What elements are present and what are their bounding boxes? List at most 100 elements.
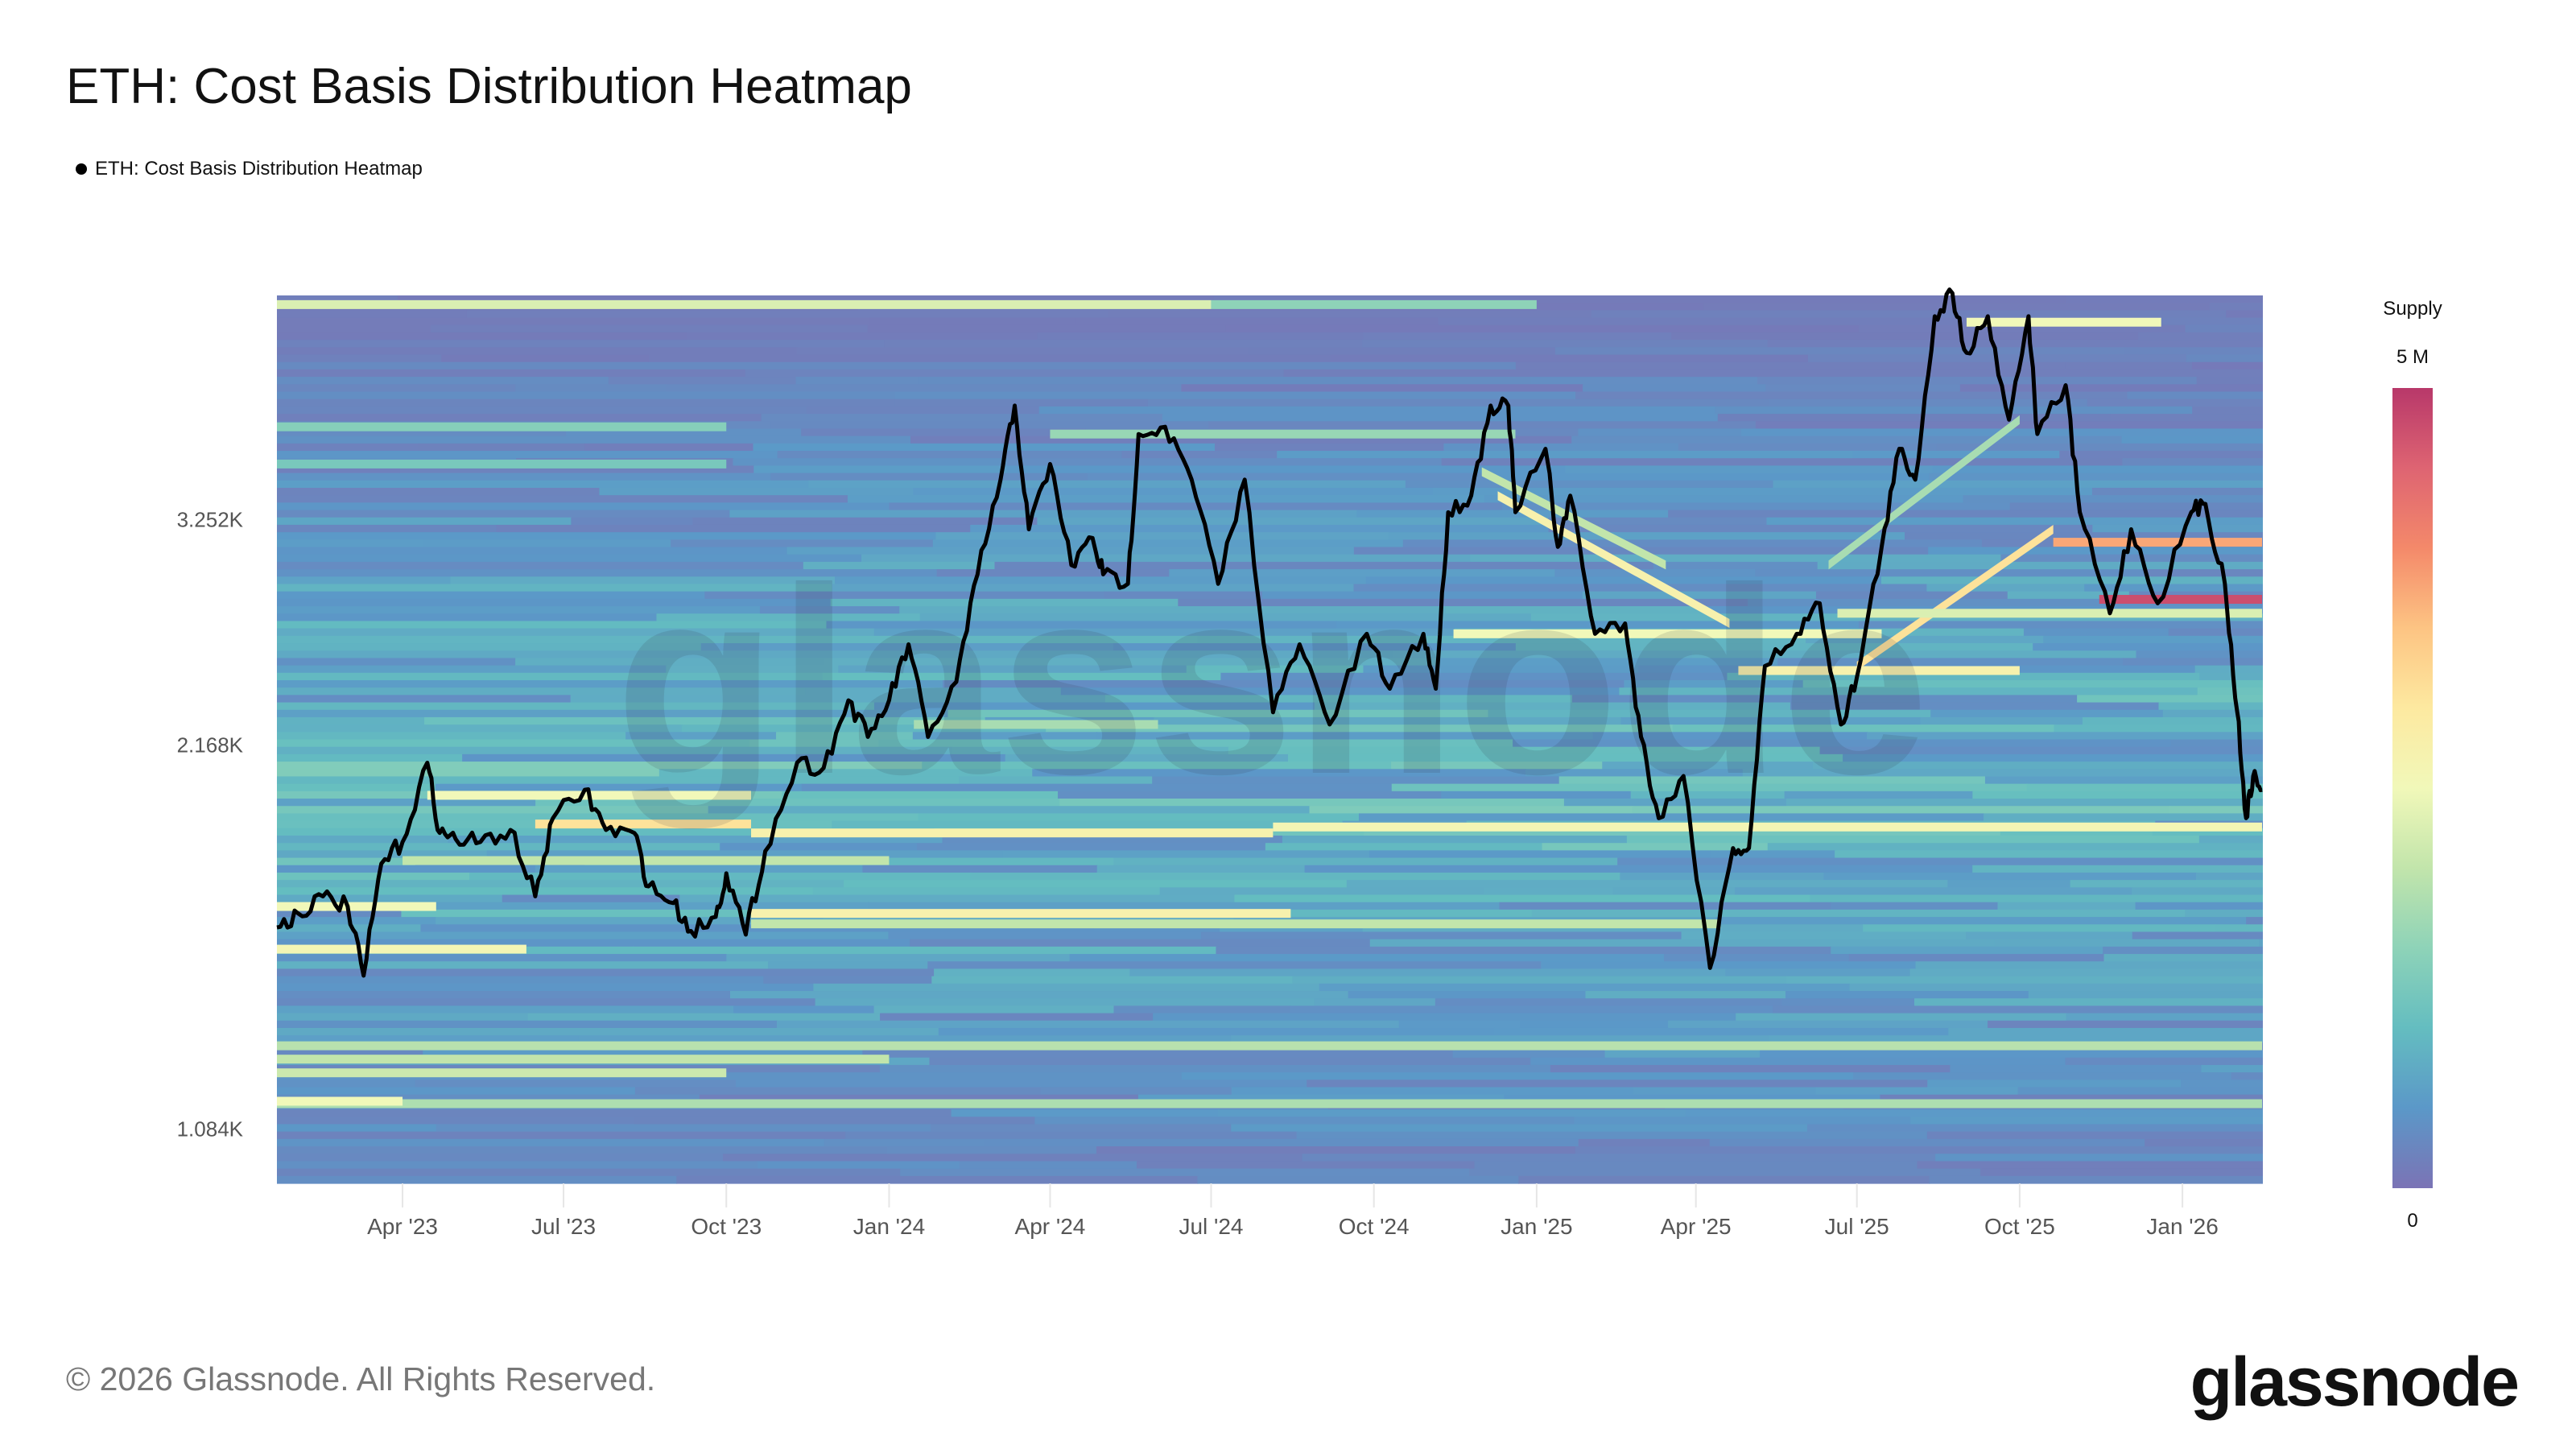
heatmap-cell <box>2103 954 2263 962</box>
heatmap-cell <box>1314 998 1436 1006</box>
heatmap-cell <box>277 1109 952 1117</box>
heatmap-band <box>1966 317 2161 327</box>
heatmap-cell <box>277 517 572 526</box>
heatmap-cell <box>832 820 1344 829</box>
heatmap-cell <box>515 658 825 667</box>
heatmap-cell <box>2201 1064 2263 1073</box>
heatmap-cell <box>1630 791 1785 799</box>
heatmap-cell <box>1277 451 1854 459</box>
heatmap-cell <box>1096 1146 1576 1154</box>
heatmap-cell <box>1604 1050 1761 1059</box>
heatmap-cell <box>570 695 1107 704</box>
x-tick-label: Oct '23 <box>691 1214 762 1239</box>
heatmap-cell <box>1470 554 2002 563</box>
heatmap-cell <box>1791 369 2263 378</box>
heatmap-cell <box>277 473 772 481</box>
heatmap-cell <box>656 613 921 622</box>
heatmap-cell <box>2103 946 2263 955</box>
heatmap-cell <box>889 502 1504 511</box>
heatmap-cell <box>910 939 1371 947</box>
heatmap-cell <box>277 769 660 778</box>
heatmap-cell <box>277 591 706 600</box>
heatmap-cell <box>277 1117 635 1125</box>
legend-marker-icon <box>76 163 87 175</box>
heatmap-cell <box>970 872 1621 881</box>
x-tick-label: Jul '24 <box>1179 1214 1244 1239</box>
heatmap-cell <box>277 1050 424 1059</box>
heatmap-cell <box>2158 702 2263 711</box>
heatmap-cell <box>927 961 1542 970</box>
heatmap-cell <box>910 436 1573 444</box>
heatmap-cell <box>2194 665 2263 674</box>
heatmap-cell <box>1914 998 2263 1006</box>
heatmap-cell <box>1768 398 2088 407</box>
heatmap-cell <box>277 813 919 822</box>
heatmap-cell <box>1314 702 1791 711</box>
heatmap-cell <box>1571 695 2079 704</box>
heatmap-cell <box>1620 716 1922 725</box>
x-tick-label: Oct '24 <box>1338 1214 1410 1239</box>
heatmap-cell <box>277 709 949 718</box>
heatmap-cell <box>1575 391 2128 400</box>
heatmap-cell <box>1201 931 1682 940</box>
heatmap-cell <box>1353 584 1928 592</box>
heatmap-cell <box>1287 753 1844 762</box>
heatmap-cell <box>2215 799 2263 807</box>
heatmap-cell <box>1927 1080 2182 1088</box>
heatmap-cell <box>1433 487 2093 496</box>
heatmap-cell <box>708 806 1311 815</box>
heatmap-cell <box>1767 340 2263 348</box>
heatmap-cell <box>770 421 1209 430</box>
heatmap-cell <box>681 295 1215 303</box>
heatmap-cell <box>1578 428 1743 437</box>
heatmap-cell <box>277 991 732 999</box>
heatmap-cell <box>1093 924 1221 933</box>
heatmap-cell <box>2147 569 2263 577</box>
heatmap-cell <box>777 451 1123 459</box>
heatmap-cell <box>420 924 1095 933</box>
heatmap-cell <box>277 799 537 807</box>
heatmap-cell <box>435 783 803 792</box>
heatmap-cell <box>277 310 468 319</box>
heatmap-cell <box>813 983 1320 992</box>
heatmap-cell <box>671 539 934 548</box>
heatmap-cell <box>862 865 1098 873</box>
heatmap-cell <box>277 917 437 925</box>
heatmap-cell <box>1137 1161 1476 1170</box>
heatmap-cell <box>687 332 1038 341</box>
heatmap-cell <box>277 865 536 873</box>
heatmap-cell <box>2215 924 2263 933</box>
heatmap-cell <box>1178 598 1749 607</box>
heatmap-cell <box>1972 791 2263 799</box>
heatmap-cell <box>782 791 1059 799</box>
heatmap-cell <box>2009 1146 2263 1154</box>
heatmap-cell <box>838 665 1187 674</box>
heatmap-cell <box>1806 1124 2263 1133</box>
heatmap-cell <box>277 487 601 496</box>
heatmap-cell <box>1499 902 1832 910</box>
heatmap-cell <box>415 1080 737 1088</box>
heatmap-cell <box>1087 473 1489 481</box>
heatmap-cell <box>2033 643 2263 651</box>
heatmap-cell <box>2162 709 2263 718</box>
heatmap-cell <box>1612 887 1736 896</box>
heatmap-cell <box>277 658 517 667</box>
heatmap-cell <box>832 584 1355 592</box>
heatmap-cell <box>2246 917 2263 925</box>
heatmap-cell <box>277 398 896 407</box>
heatmap-cell <box>277 635 724 644</box>
heatmap-cell <box>918 813 1360 822</box>
heatmap-cell <box>970 524 1550 533</box>
heatmap-cell <box>277 961 770 970</box>
heatmap-cell <box>613 835 943 844</box>
heatmap-cell <box>1748 598 2263 607</box>
heatmap-cell <box>726 954 1071 962</box>
x-tick-label: Oct '25 <box>1984 1214 2055 1239</box>
heatmap-cell <box>1558 776 1986 785</box>
legend[interactable]: ETH: Cost Basis Distribution Heatmap <box>76 158 423 180</box>
heatmap-cell <box>720 843 919 851</box>
heatmap-cell <box>1348 991 1587 999</box>
heatmap-cell <box>277 502 890 511</box>
heatmap-cell <box>2028 991 2263 999</box>
